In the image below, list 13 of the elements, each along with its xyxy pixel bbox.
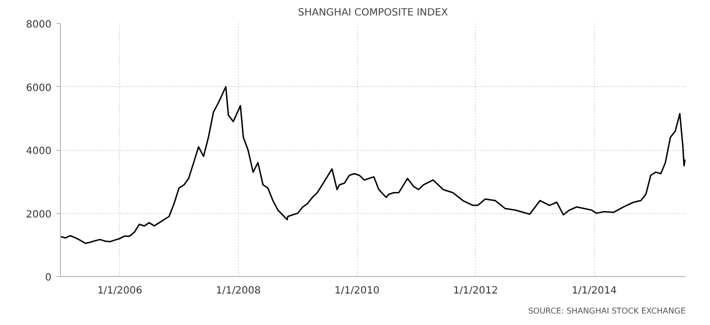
x-tick-label: 1/1/2006 <box>97 286 142 296</box>
y-tick-label: 8000 <box>26 20 52 30</box>
x-tick-label: 1/1/2012 <box>453 286 498 296</box>
y-tick-label: 2000 <box>26 209 52 220</box>
source-note: SOURCE: SHANGHAI STOCK EXCHANGE <box>528 306 686 316</box>
x-tick-label: 1/1/2008 <box>216 286 261 296</box>
x-tick-label: 1/1/2010 <box>334 286 380 296</box>
x-tick-label: 1/1/2014 <box>572 286 617 296</box>
y-tick-label: 0 <box>45 272 52 284</box>
y-tick-label: 4000 <box>26 146 52 157</box>
line-series <box>60 86 686 244</box>
y-tick-label: 6000 <box>26 82 52 94</box>
chart-title: SHANGHAI COMPOSITE INDEX <box>298 8 448 18</box>
